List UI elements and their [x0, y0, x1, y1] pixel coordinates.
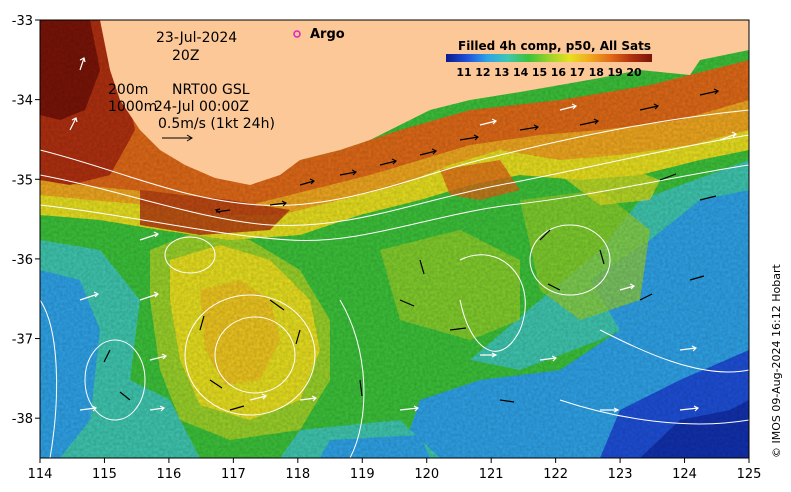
- lon-tick-label: 115: [92, 467, 117, 482]
- lat-tick-label: -34: [12, 94, 33, 109]
- colorbar-labels: 11 12 13 14 15 16 17 18 19 20: [456, 66, 642, 79]
- colorbar-tick-label: 11: [456, 66, 471, 79]
- sst-contours: [40, 109, 749, 458]
- lat-tick-label: -37: [12, 333, 33, 348]
- lon-tick-label: 124: [672, 467, 697, 482]
- credit-text: © IMOS 09-Aug-2024 16:12 Hobart: [770, 264, 783, 458]
- argo-marker-icon: [293, 30, 301, 38]
- scale-vector-label: 0.5m/s (1kt 24h): [158, 116, 275, 132]
- colorbar: [446, 54, 652, 62]
- isobath-shallow-label: 200m: [108, 82, 148, 98]
- lon-tick-label: 125: [737, 467, 762, 482]
- lon-tick-label: 114: [28, 467, 53, 482]
- lat-tick-label: -38: [12, 412, 33, 427]
- lon-tick-label: 120: [414, 467, 439, 482]
- product-time-label: 24-Jul 00:00Z: [154, 99, 249, 115]
- lon-tick-label: 123: [608, 467, 633, 482]
- colorbar-tick-label: 18: [589, 66, 604, 79]
- scale-arrow-icon: [162, 134, 193, 142]
- lon-tick-label: 119: [350, 467, 375, 482]
- colorbar-tick-label: 16: [551, 66, 567, 79]
- plot-frame: [39, 19, 750, 459]
- latitude-axis: -33 -34 -35 -36 -37 -38: [12, 14, 40, 427]
- colorbar-tick-label: 17: [570, 66, 585, 79]
- isobath-deep-label: 1000m: [108, 99, 157, 115]
- date-label: 23-Jul-2024: [156, 30, 237, 46]
- lon-tick-label: 118: [285, 467, 310, 482]
- current-vectors: [69, 57, 738, 413]
- lat-tick-label: -33: [12, 14, 33, 29]
- lat-tick-label: -35: [12, 173, 33, 188]
- product-label: NRT00 GSL: [172, 82, 250, 98]
- time-label: 20Z: [172, 48, 199, 64]
- lon-tick-label: 121: [479, 467, 504, 482]
- colorbar-tick-label: 20: [626, 66, 642, 79]
- argo-legend-label: Argo: [310, 27, 345, 42]
- longitude-axis: 114 115 116 117 118 119 120 121 122 123 124 125: [28, 458, 762, 482]
- lon-tick-label: 122: [543, 467, 568, 482]
- lon-tick-label: 116: [156, 467, 181, 482]
- colorbar-tick-label: 14: [513, 66, 529, 79]
- colorbar-tick-label: 15: [532, 66, 547, 79]
- lon-tick-label: 117: [221, 467, 246, 482]
- colorbar-tick-label: 12: [475, 66, 490, 79]
- colorbar-title: Filled 4h comp, p50, All Sats: [458, 39, 651, 53]
- colorbar-tick-label: 19: [607, 66, 622, 79]
- colorbar-tick-label: 13: [494, 66, 509, 79]
- lat-tick-label: -36: [12, 253, 33, 268]
